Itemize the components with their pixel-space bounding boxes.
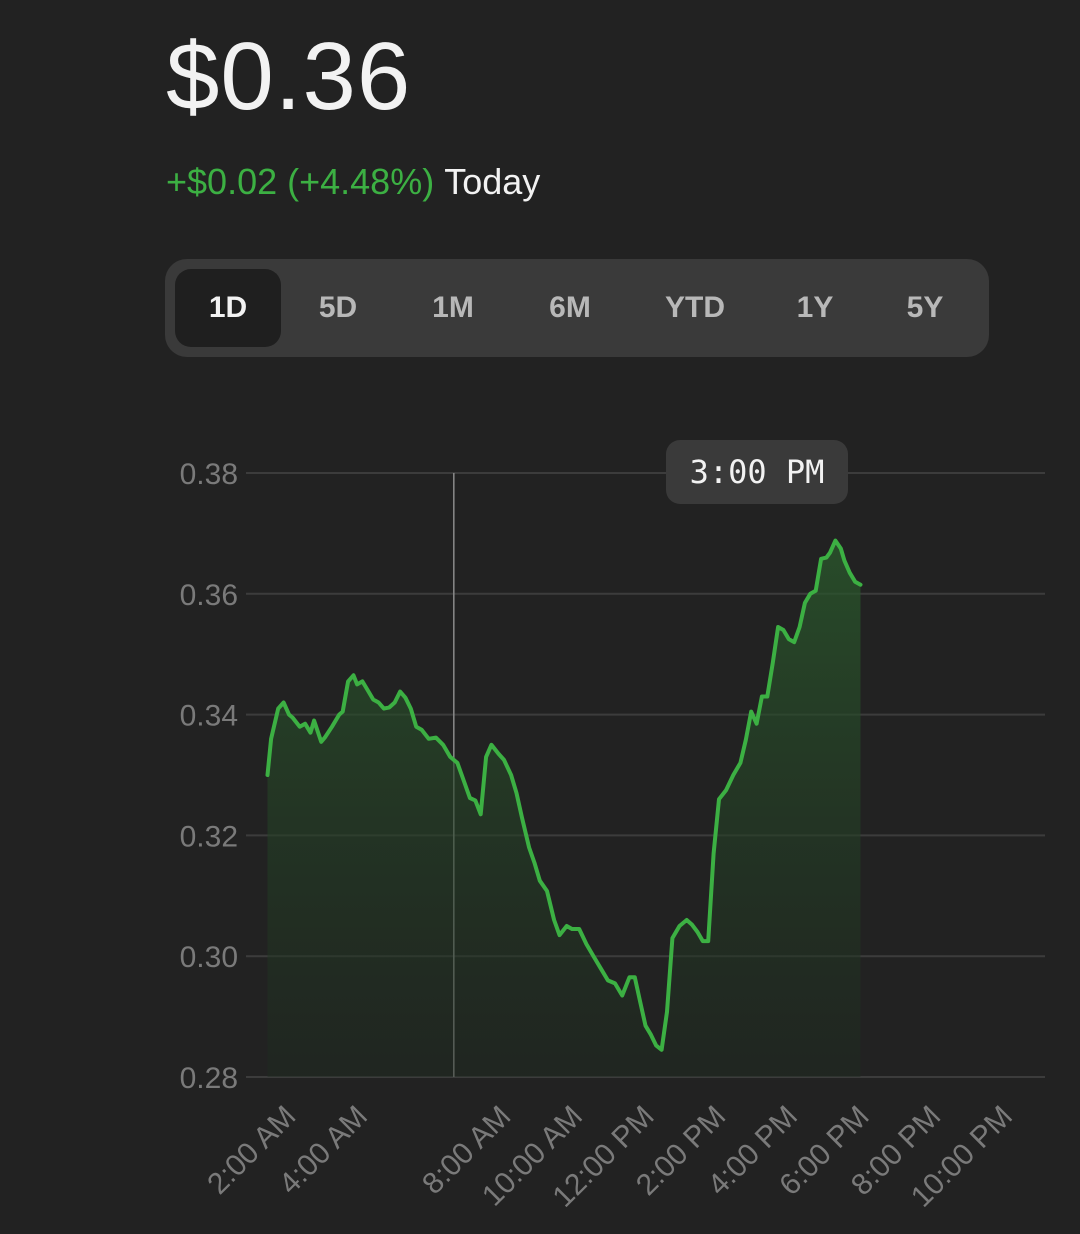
y-tick-label: 0.32 [180, 820, 238, 853]
range-tab-ytd[interactable]: YTD [665, 291, 725, 324]
price-area [267, 540, 861, 1077]
time-range-selector: 1D 5D 1M 6M YTD 1Y 5Y [165, 259, 989, 357]
range-tab-1m[interactable]: 1M [432, 291, 474, 324]
y-tick-label: 0.30 [180, 941, 238, 974]
change-period-label: Today [444, 161, 541, 202]
y-tick-label: 0.28 [180, 1062, 238, 1095]
range-tab-5d[interactable]: 5D [318, 291, 358, 324]
price-line [265, 538, 863, 1052]
range-tab-5y[interactable]: 5Y [906, 291, 944, 324]
y-tick-label: 0.38 [180, 458, 238, 491]
y-tick-label: 0.36 [180, 579, 238, 612]
y-tick-label: 0.34 [180, 700, 238, 733]
range-tab-6m[interactable]: 6M [549, 291, 591, 324]
range-tab-1y[interactable]: 1Y [796, 291, 834, 324]
range-tab-1d[interactable]: 1D [175, 269, 281, 347]
current-price: $0.36 [166, 23, 412, 130]
crosshair-time-tooltip: 3:00 PM [666, 440, 848, 504]
price-change-row: +$0.02 (+4.48%) Today [166, 160, 540, 204]
y-axis: 0.38 0.36 0.34 0.32 0.30 0.28 [180, 458, 238, 1095]
price-change: +$0.02 (+4.48%) [166, 161, 435, 202]
price-chart[interactable]: 0.38 0.36 0.34 0.32 0.30 0.28 2:00 AM4:00 AM 8… [0, 400, 1080, 1234]
